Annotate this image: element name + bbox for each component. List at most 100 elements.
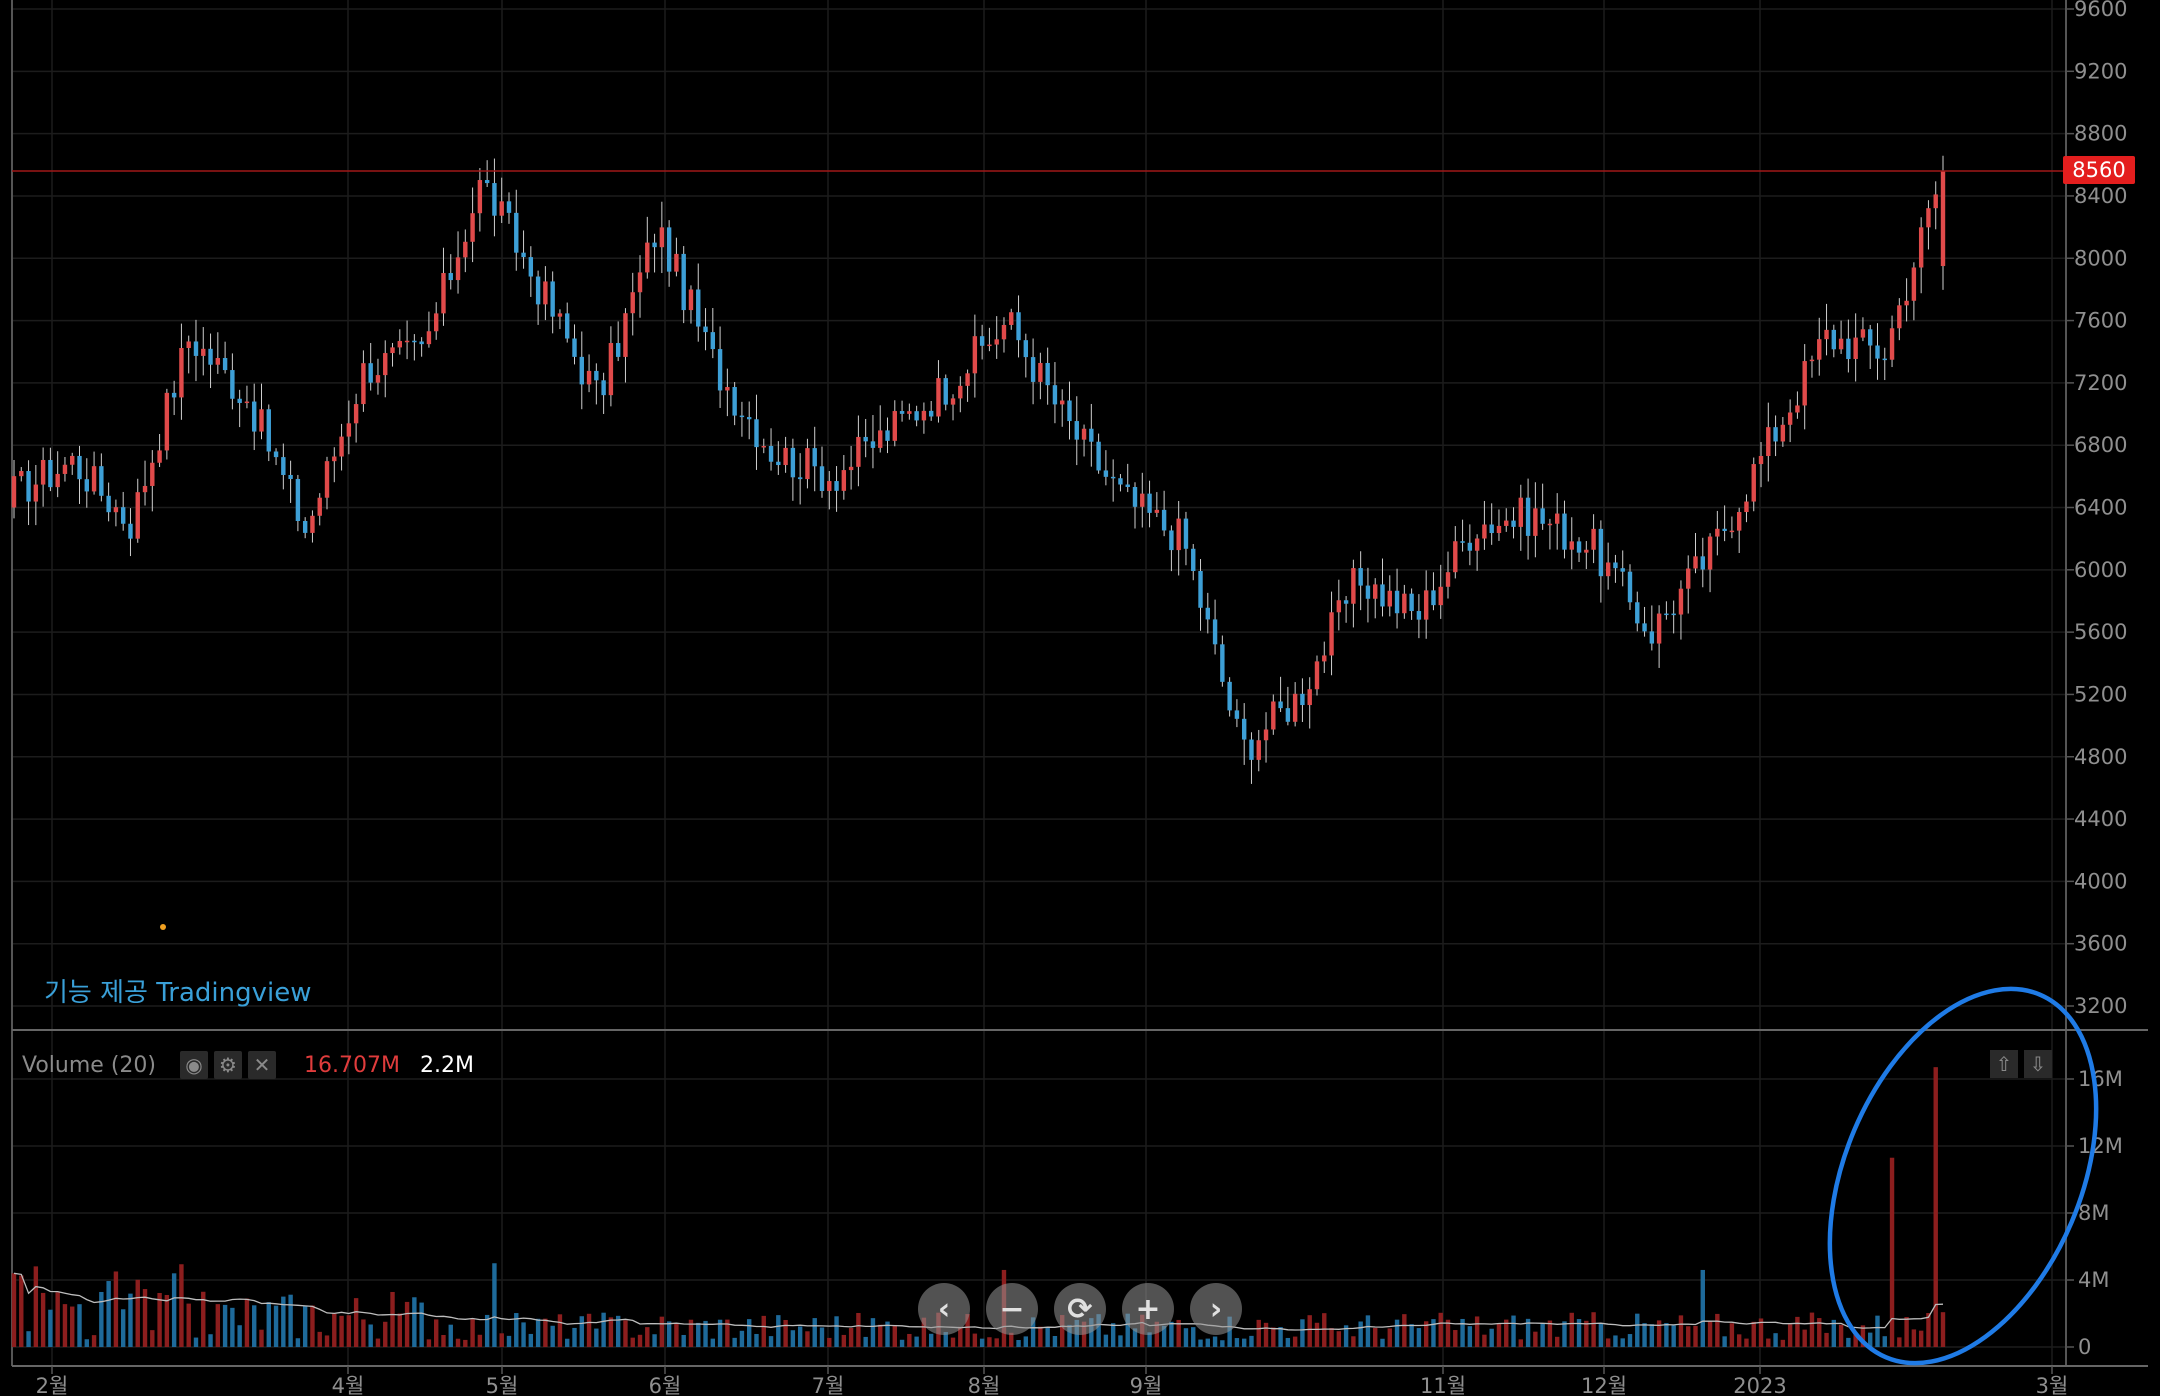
volume-bar xyxy=(208,1334,213,1347)
candle-body xyxy=(346,423,352,437)
volume-bar xyxy=(739,1330,745,1347)
volume-bar xyxy=(222,1304,228,1347)
candle-body xyxy=(1525,497,1531,536)
candle-body xyxy=(1409,593,1414,612)
volume-bar xyxy=(368,1324,373,1347)
candle-body xyxy=(1547,523,1553,526)
candle-body xyxy=(1132,486,1138,507)
candle-body xyxy=(1453,541,1458,573)
move-pane-up-icon[interactable]: ⇧ xyxy=(1990,1050,2018,1078)
candle-body xyxy=(1664,613,1669,616)
volume-bar xyxy=(201,1291,206,1347)
volume-bar xyxy=(1729,1323,1735,1347)
volume-bar xyxy=(171,1273,177,1347)
candle-body xyxy=(33,484,39,502)
volume-bar xyxy=(244,1298,250,1347)
zoom-in-button[interactable]: + xyxy=(1122,1283,1174,1335)
volume-bar xyxy=(550,1325,555,1347)
candle-body xyxy=(754,419,759,448)
tradingview-credit-link[interactable]: 기능 제공 Tradingview xyxy=(44,978,312,1008)
volume-bar xyxy=(914,1336,919,1347)
volume-bar xyxy=(1212,1336,1218,1347)
candle-body xyxy=(1511,520,1516,527)
scroll-left-button[interactable]: ‹ xyxy=(918,1283,970,1335)
candle-body xyxy=(1555,513,1560,524)
volume-bar xyxy=(659,1316,665,1347)
volume-bar xyxy=(455,1338,461,1347)
candle-body xyxy=(1817,339,1822,360)
volume-bar xyxy=(637,1334,643,1347)
candle-body xyxy=(1154,509,1160,513)
time-axis-label: 7월 xyxy=(812,1374,845,1396)
volume-bar xyxy=(630,1337,635,1347)
close-icon[interactable]: ✕ xyxy=(247,1051,276,1079)
volume-bar xyxy=(768,1336,774,1347)
volume-bar xyxy=(972,1333,978,1347)
reset-button[interactable]: ⟳ xyxy=(1054,1283,1106,1335)
volume-bar xyxy=(1482,1334,1487,1347)
volume-axis-label: 0 xyxy=(2078,1335,2091,1359)
eye-icon[interactable]: ◉ xyxy=(179,1051,208,1079)
volume-bar xyxy=(361,1319,366,1347)
move-pane-down-icon[interactable]: ⇩ xyxy=(2024,1050,2052,1078)
volume-bar xyxy=(215,1304,221,1347)
candle-body xyxy=(1591,528,1596,550)
volume-bar xyxy=(404,1301,410,1347)
volume-bar xyxy=(1897,1337,1902,1347)
volume-bar xyxy=(1009,1332,1014,1347)
candle-body xyxy=(1933,194,1938,209)
volume-bar xyxy=(1686,1326,1691,1347)
candle-body xyxy=(1183,518,1189,549)
candle-body xyxy=(943,378,948,405)
scroll-right-button[interactable]: › xyxy=(1190,1283,1242,1335)
volume-bar xyxy=(1911,1329,1917,1347)
zoom-out-button[interactable]: − xyxy=(986,1283,1038,1335)
volume-bar xyxy=(1227,1316,1232,1347)
candle-body xyxy=(586,370,592,385)
candle-body xyxy=(324,461,330,498)
candle-body xyxy=(295,478,301,521)
candle-body xyxy=(958,385,963,399)
candle-body xyxy=(135,492,140,539)
volume-bar xyxy=(557,1314,563,1347)
volume-bar xyxy=(33,1266,39,1347)
candle-body xyxy=(317,497,322,516)
candle-body xyxy=(383,353,388,376)
candle-body xyxy=(812,448,817,467)
volume-bar xyxy=(965,1314,970,1347)
volume-bar xyxy=(310,1305,315,1347)
candle-body xyxy=(1256,740,1261,760)
candle-body xyxy=(463,241,468,258)
volume-bar xyxy=(19,1275,24,1347)
volume-bar xyxy=(1030,1317,1036,1347)
volume-bar xyxy=(579,1316,584,1347)
volume-bar xyxy=(892,1324,897,1347)
volume-bar xyxy=(1562,1321,1567,1347)
volume-bar xyxy=(1387,1328,1392,1347)
gear-icon[interactable]: ⚙ xyxy=(213,1051,242,1079)
annotation-circle xyxy=(1827,986,2099,1366)
candle-body xyxy=(1940,171,1946,267)
candle-body xyxy=(827,481,832,491)
volume-bar xyxy=(827,1337,832,1347)
candle-body xyxy=(659,227,665,248)
volume-bar xyxy=(302,1305,308,1347)
time-axis-label: 2023 xyxy=(1733,1374,1786,1396)
pane-borders xyxy=(11,0,2148,1367)
candle-body xyxy=(899,411,905,414)
volume-axis: 16M 12M 8M 4M 0 xyxy=(2066,1067,2123,1359)
volume-bar xyxy=(521,1322,526,1347)
time-axis-label: 12월 xyxy=(1581,1374,1627,1396)
volume-axis-label: 8M xyxy=(2078,1201,2109,1225)
candle-body xyxy=(1285,708,1291,722)
candle-body xyxy=(1271,701,1276,730)
volume-bar xyxy=(856,1312,861,1347)
candle-body xyxy=(1089,428,1094,442)
volume-bar xyxy=(958,1326,963,1347)
volume-bar xyxy=(994,1338,999,1347)
candle-body xyxy=(1096,441,1101,471)
volume-bar xyxy=(1664,1323,1669,1347)
volume-bar xyxy=(776,1315,781,1347)
volume-bar xyxy=(1365,1315,1371,1347)
